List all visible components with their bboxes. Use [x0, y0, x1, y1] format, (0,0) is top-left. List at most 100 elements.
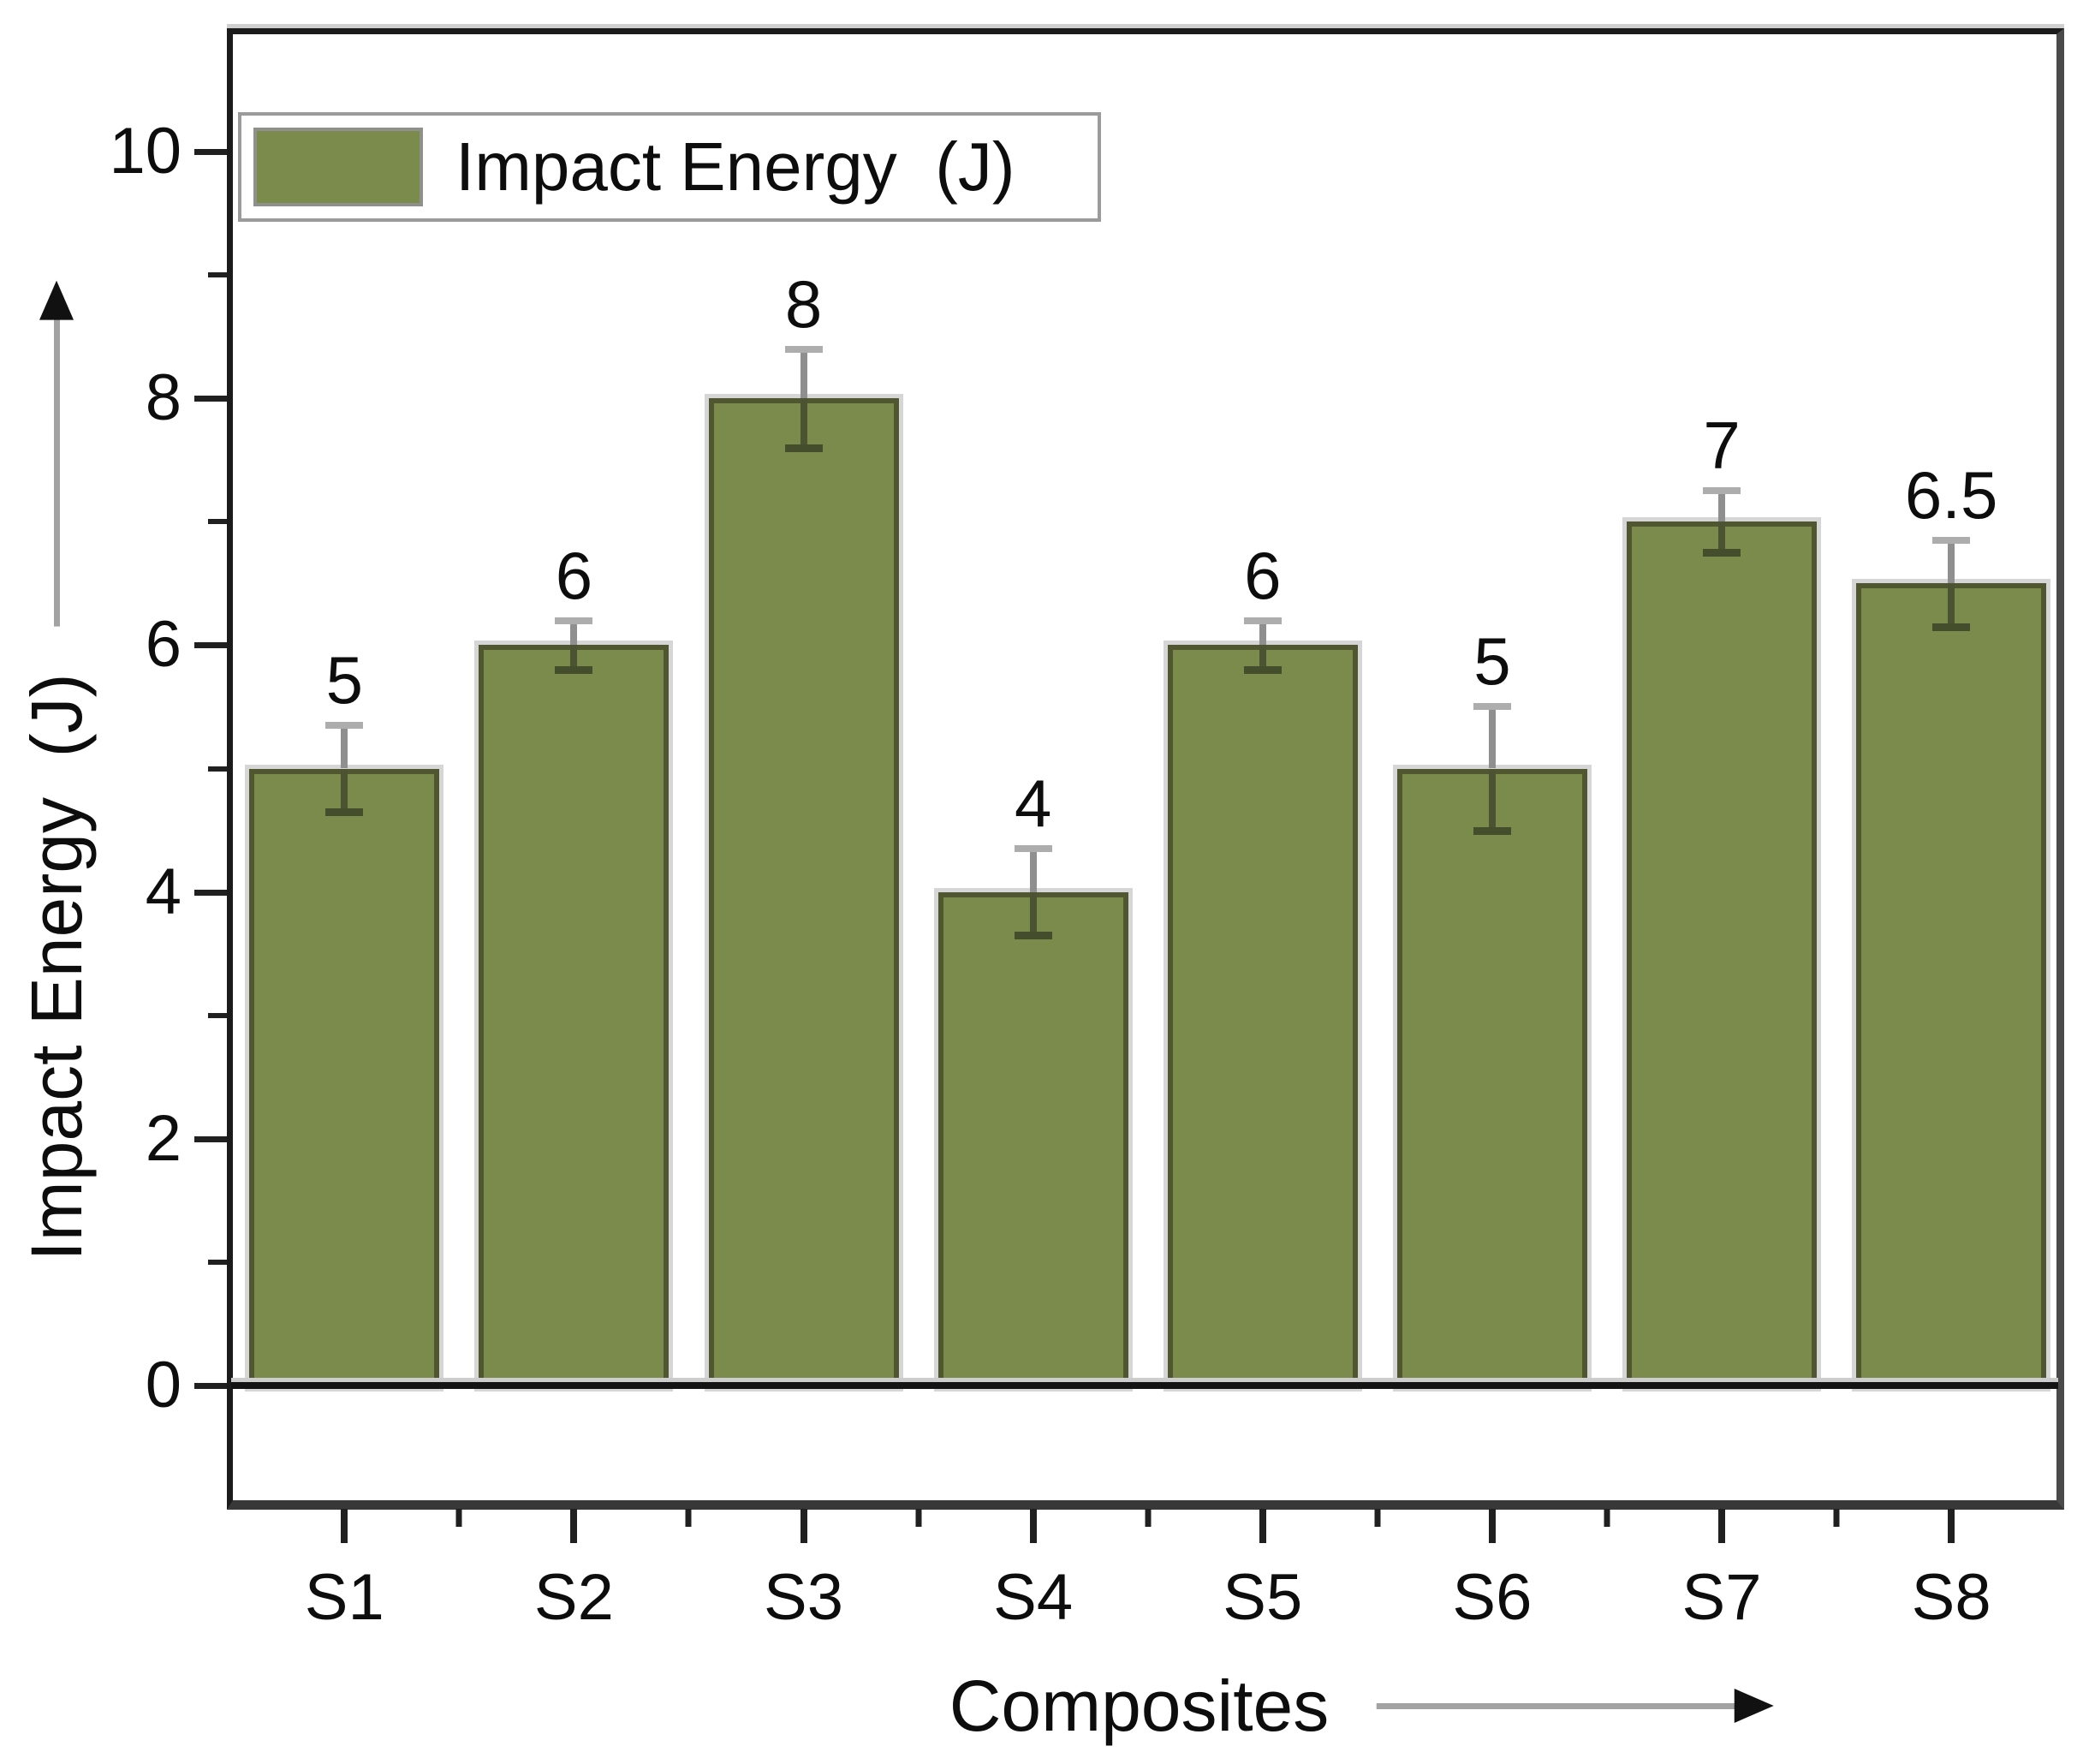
y-axis-title: Impact Energy (J) [16, 673, 97, 1261]
error-bar-lower-s4 [1029, 891, 1037, 936]
y-tick-label-10: 10 [109, 115, 182, 188]
x-axis-arrow-line [1376, 1702, 1736, 1709]
x-tick-label-s2: S2 [533, 1561, 614, 1634]
error-bar-cap-top-s8 [1932, 536, 1971, 544]
bar-value-label-s2: 6 [555, 537, 593, 613]
error-bar-cap-bottom-s2 [555, 666, 593, 675]
x-tick-label-s1: S1 [304, 1561, 384, 1634]
x-tick-label-s3: S3 [764, 1561, 843, 1634]
bar-value-label-s5: 6 [1244, 537, 1282, 613]
bar-value-label-s6: 5 [1473, 623, 1511, 700]
y-tick-label-2: 2 [145, 1101, 182, 1175]
y-minor-tick-5 [208, 766, 227, 772]
legend: Impact Energy (J) [238, 112, 1101, 222]
y-axis-arrow [39, 280, 74, 627]
error-bar-lower-s1 [341, 768, 348, 812]
x-axis-title: Composites [949, 1666, 1330, 1746]
zero-line [231, 1382, 2058, 1389]
error-bar-lower-s6 [1488, 768, 1496, 831]
x-axis-title-group: Composites [949, 1670, 1774, 1742]
y-major-tick-4 [194, 889, 227, 896]
error-bar-upper-s4 [1029, 849, 1037, 892]
error-bar-cap-bottom-s4 [1014, 932, 1052, 940]
error-bar-cap-top-s7 [1703, 487, 1741, 495]
x-tick-label-s4: S4 [993, 1561, 1074, 1634]
error-bar-cap-top-s6 [1473, 703, 1511, 711]
y-major-tick-6 [194, 642, 227, 649]
x-tick-label-s7: S7 [1681, 1561, 1762, 1634]
error-bar-cap-top-s5 [1243, 617, 1282, 624]
error-bar-lower-s7 [1718, 521, 1726, 553]
y-axis-arrow-line [53, 318, 60, 627]
bar-s6 [1396, 768, 1587, 1387]
bar-value-label-s1: 5 [325, 642, 363, 718]
x-tick-label-s5: S5 [1223, 1561, 1303, 1634]
x-minor-tick-5 [1374, 1509, 1381, 1527]
bar-s1 [249, 768, 440, 1387]
x-major-tick-s8 [1948, 1509, 1955, 1543]
y-axis-title-group: Impact Energy (J) [16, 280, 97, 1261]
x-axis-arrow [1376, 1689, 1774, 1723]
y-tick-label-0: 0 [145, 1349, 182, 1421]
error-bar-upper-s6 [1488, 706, 1496, 769]
error-bar-upper-s1 [341, 725, 348, 769]
error-bar-cap-bottom-s6 [1473, 826, 1511, 835]
y-minor-tick-1 [208, 1259, 227, 1265]
x-major-tick-s1 [341, 1509, 348, 1543]
y-minor-tick-9 [208, 272, 227, 278]
x-major-tick-s6 [1488, 1509, 1496, 1543]
error-bar-cap-top-s1 [325, 722, 364, 730]
error-bar-upper-s5 [1259, 620, 1266, 646]
y-major-tick-0 [194, 1383, 227, 1389]
x-major-tick-s4 [1029, 1509, 1037, 1543]
error-bar-upper-s2 [570, 620, 578, 646]
bar-s3 [708, 398, 899, 1387]
x-minor-tick-2 [685, 1509, 692, 1527]
x-axis-arrow-head-icon [1734, 1689, 1774, 1723]
error-bar-cap-bottom-s3 [784, 444, 823, 452]
error-bar-cap-bottom-s8 [1932, 623, 1971, 631]
error-bar-cap-bottom-s7 [1703, 549, 1741, 557]
y-minor-tick-3 [208, 1012, 227, 1018]
x-tick-label-s6: S6 [1452, 1561, 1533, 1634]
bar-value-label-s8: 6.5 [1904, 456, 1998, 533]
error-bar-cap-bottom-s5 [1243, 666, 1282, 675]
error-bar-lower-s3 [800, 398, 807, 448]
legend-label: Impact Energy (J) [455, 128, 1015, 205]
y-tick-label-8: 8 [145, 361, 182, 435]
x-minor-tick-3 [915, 1509, 922, 1527]
error-bar-cap-top-s2 [555, 617, 593, 624]
error-bar-upper-s8 [1948, 539, 1955, 584]
legend-swatch [253, 128, 423, 206]
error-bar-upper-s7 [1718, 491, 1726, 522]
y-major-tick-8 [194, 396, 227, 402]
bar-s8 [1856, 583, 2047, 1387]
x-minor-tick-1 [455, 1509, 462, 1527]
bar-s2 [479, 645, 670, 1387]
bar-s4 [937, 891, 1128, 1387]
x-major-tick-s7 [1718, 1509, 1726, 1543]
error-bar-lower-s8 [1948, 583, 1955, 627]
error-bar-lower-s5 [1259, 645, 1266, 670]
y-tick-label-6: 6 [145, 608, 182, 682]
bar-s5 [1167, 645, 1358, 1387]
y-major-tick-10 [194, 149, 227, 155]
bar-value-label-s4: 4 [1014, 766, 1052, 842]
error-bar-cap-top-s4 [1014, 845, 1052, 853]
error-bar-lower-s2 [570, 645, 578, 670]
bar-s7 [1627, 521, 1818, 1387]
y-major-tick-2 [194, 1135, 227, 1142]
x-major-tick-s5 [1259, 1509, 1266, 1543]
bar-value-label-s7: 7 [1703, 408, 1741, 484]
x-minor-tick-4 [1145, 1509, 1152, 1527]
x-major-tick-s3 [800, 1509, 807, 1543]
x-minor-tick-6 [1604, 1509, 1610, 1527]
y-tick-label-4: 4 [145, 855, 182, 928]
y-minor-tick-7 [208, 519, 227, 525]
y-axis-arrow-head-icon [39, 280, 74, 320]
bar-value-label-s3: 8 [784, 265, 823, 342]
error-bar-cap-top-s3 [784, 345, 823, 353]
error-bar-cap-bottom-s1 [325, 808, 364, 816]
x-tick-label-s8: S8 [1911, 1561, 1991, 1634]
